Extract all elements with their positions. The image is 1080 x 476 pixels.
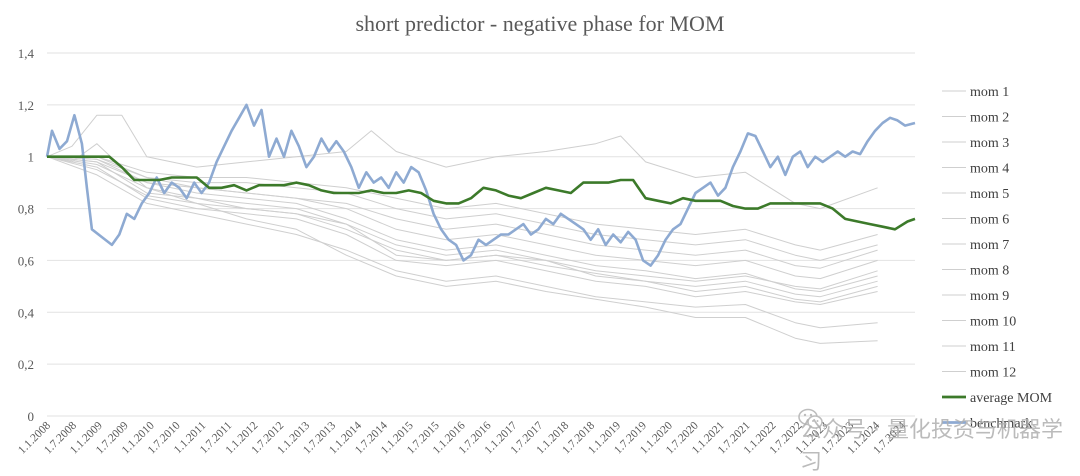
series-line-mom-11 — [46, 156, 878, 261]
y-tick-label: 0,6 — [18, 253, 35, 268]
legend-label: mom 6 — [970, 213, 1009, 228]
y-tick-label: 0,2 — [18, 357, 34, 372]
legend-label: mom 5 — [970, 187, 1009, 202]
series-line-mom-10 — [46, 114, 878, 210]
y-axis-ticks: 0 0,2 0,4 0,6 0,8 1 1,2 1,4 — [18, 46, 35, 424]
y-tick-label: 0,4 — [18, 305, 35, 320]
series-lines — [45, 103, 916, 344]
legend-label: mom 3 — [970, 136, 1009, 151]
legend-label: benchmark — [970, 417, 1032, 432]
series-line-mom-9 — [46, 156, 878, 269]
series-line-mom-6 — [46, 143, 878, 344]
series-line-average-mom — [47, 155, 916, 231]
series-line-benchmark — [45, 103, 916, 267]
legend: mom 1 mom 2 mom 3 mom 4 mom 5 mom 6 mom 7 mom 8… — [942, 85, 1053, 432]
legend-label: mom 2 — [970, 111, 1009, 126]
legend-label: mom 12 — [970, 366, 1016, 381]
legend-label: average MOM — [970, 391, 1053, 406]
series-line-mom-5 — [47, 156, 878, 280]
wechat-logo-icon — [798, 408, 823, 429]
legend-label: mom 9 — [970, 289, 1009, 304]
legend-label: mom 1 — [970, 85, 1009, 100]
series-line-mom-3 — [46, 156, 878, 292]
y-tick-label: 1,2 — [18, 98, 34, 113]
y-tick-label: 0,8 — [18, 202, 34, 217]
legend-label: mom 7 — [970, 238, 1009, 253]
series-line-mom-4 — [46, 156, 878, 305]
x-axis-ticks: 1.1.20081.7.20081.1.20091.7.20091.1.2010… — [16, 419, 908, 456]
legend-label: mom 10 — [970, 315, 1016, 330]
y-tick-label: 1 — [28, 150, 35, 165]
legend-label: mom 8 — [970, 264, 1009, 279]
gridlines — [47, 52, 915, 417]
y-tick-label: 1,4 — [18, 46, 35, 61]
legend-label: mom 4 — [970, 162, 1009, 177]
y-tick-label: 0 — [28, 409, 35, 424]
series-line-mom-8 — [46, 156, 878, 329]
watermark-text: 公众号 · 量化投资与机器学习 — [800, 418, 1063, 475]
legend-label: mom 11 — [970, 340, 1016, 355]
chart-title: short predictor - negative phase for MOM — [355, 11, 724, 36]
